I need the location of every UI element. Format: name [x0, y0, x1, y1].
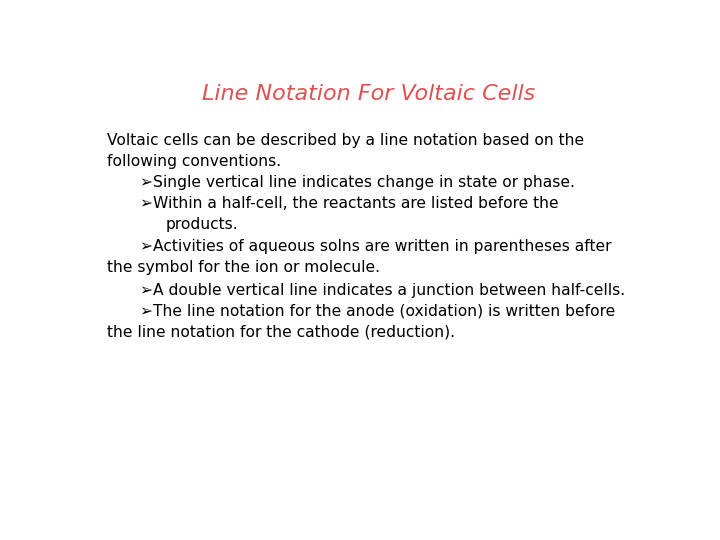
Text: following conventions.: following conventions.: [107, 154, 281, 169]
Text: the line notation for the cathode (reduction).: the line notation for the cathode (reduc…: [107, 325, 455, 340]
Text: ➢Activities of aqueous solns are written in parentheses after: ➢Activities of aqueous solns are written…: [140, 239, 612, 254]
Text: Voltaic cells can be described by a line notation based on the: Voltaic cells can be described by a line…: [107, 133, 584, 148]
Text: the symbol for the ion or molecule.: the symbol for the ion or molecule.: [107, 260, 379, 275]
Text: products.: products.: [166, 217, 238, 232]
Text: ➢Within a half-cell, the reactants are listed before the: ➢Within a half-cell, the reactants are l…: [140, 196, 559, 211]
Text: ➢A double vertical line indicates a junction between half-cells.: ➢A double vertical line indicates a junc…: [140, 283, 626, 298]
Text: ➢The line notation for the anode (oxidation) is written before: ➢The line notation for the anode (oxidat…: [140, 304, 616, 319]
Text: Line Notation For Voltaic Cells: Line Notation For Voltaic Cells: [202, 84, 536, 104]
Text: ➢Single vertical line indicates change in state or phase.: ➢Single vertical line indicates change i…: [140, 175, 575, 190]
